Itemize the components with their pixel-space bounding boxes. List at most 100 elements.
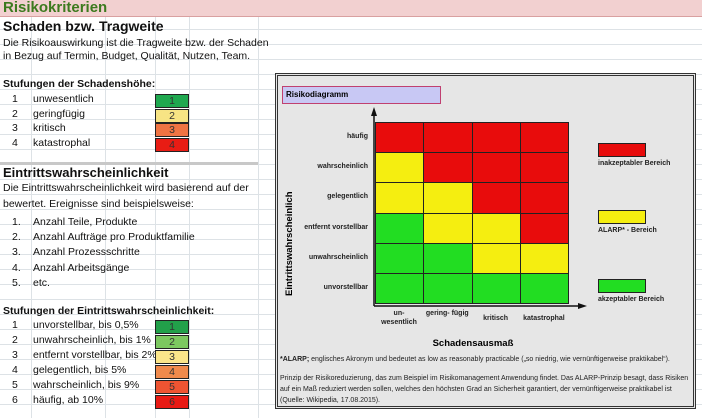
damage-level-label: unwesentlich <box>33 93 94 105</box>
probability-level-label: häufig, ab 10% <box>33 394 104 406</box>
x-axis-arrow-icon <box>578 303 587 309</box>
damage-level-badge: 3 <box>155 123 189 137</box>
risk-diagram-panel: Risikodiagramm Eintrittswahrscheinlich h… <box>275 73 696 409</box>
damage-level-badge: 4 <box>155 137 189 152</box>
row-label: entfernt vorstellbar <box>304 223 368 231</box>
risk-cell <box>471 122 521 154</box>
risk-cell <box>471 212 521 244</box>
risk-cell <box>423 152 473 184</box>
risk-cell <box>519 212 570 244</box>
axes <box>371 107 587 309</box>
risk-cell <box>471 242 521 274</box>
column-label: gering- fügig <box>425 310 469 317</box>
risk-cell <box>519 273 570 305</box>
probability-level-number: 6 <box>12 394 18 406</box>
probability-level-badge: 5 <box>155 380 189 394</box>
legend-swatch <box>598 143 646 157</box>
example-label: Anzahl Teile, Produkte <box>33 216 138 228</box>
column-label: un- wesentlich <box>381 310 417 326</box>
footnote-term: *ALARP; <box>280 356 310 363</box>
probability-level-badge: 6 <box>155 395 189 409</box>
example-label: etc. <box>33 276 50 289</box>
probability-level-label: unvorstellbar, bis 0,5% <box>33 319 139 331</box>
example-number: 1. <box>12 216 21 228</box>
risk-cell <box>519 182 570 214</box>
risk-cell <box>423 182 473 214</box>
damage-level-number: 2 <box>12 107 18 120</box>
risk-cell <box>423 273 473 305</box>
probability-level-label: gelegentlich, bis 5% <box>33 364 127 376</box>
probability-level-label: wahrscheinlich, bis 9% <box>33 379 140 391</box>
row-label: häufig <box>347 133 368 140</box>
legend-label: akzeptabler Bereich <box>598 296 665 303</box>
probability-text-2: bewertet. Ereignisse sind beispielsweise… <box>3 198 194 210</box>
probability-level-number: 3 <box>12 349 18 361</box>
probability-heading: Eintrittswahrscheinlichkeit <box>3 165 169 180</box>
legend-swatch <box>598 279 646 293</box>
risk-cell <box>471 152 521 184</box>
row-label: unwahrscheinlich <box>308 253 368 261</box>
probability-level-number: 5 <box>12 379 18 391</box>
example-number: 2. <box>12 231 21 244</box>
risk-cell <box>519 152 570 184</box>
risk-cell <box>375 182 425 214</box>
column-label: katastrophal <box>523 315 565 322</box>
example-label: Anzahl Arbeitsgänge <box>33 261 130 274</box>
example-label: Anzahl Aufträge pro Produktfamilie <box>33 231 195 244</box>
damage-level-number: 4 <box>12 136 18 149</box>
legend-label: inakzeptabler Bereich <box>598 160 671 167</box>
page-title: Risikokriterien <box>3 0 108 16</box>
risk-cell <box>423 122 473 154</box>
damage-text-1: Die Risikoauswirkung ist die Tragweite b… <box>3 37 269 49</box>
probability-level-label: entfernt vorstellbar, bis 2% <box>33 349 157 361</box>
risk-cell <box>519 242 570 274</box>
risk-cell <box>375 212 425 244</box>
diagram-title: Risikodiagramm <box>282 86 441 104</box>
column-label: kritisch <box>483 315 509 322</box>
section-divider <box>0 162 258 165</box>
damage-level-number: 1 <box>12 93 18 105</box>
legend-label: ALARP* - Bereich <box>598 227 657 234</box>
x-axis-label: Schadensausmaß <box>432 338 514 349</box>
risk-cell <box>471 273 521 305</box>
damage-level-badge: 2 <box>155 108 189 123</box>
probability-level-number: 4 <box>12 364 18 376</box>
example-label: Anzahl Prozessschritte <box>33 246 140 259</box>
probability-level-badge: 4 <box>155 365 189 379</box>
probability-levels-heading: Stufungen der Eintrittswahrscheinlichkei… <box>3 305 215 317</box>
damage-level-number: 3 <box>12 122 18 134</box>
probability-level-badge: 1 <box>155 320 189 334</box>
row-label: wahrscheinlich <box>317 163 368 171</box>
footnote-text: englisches Akronym und bedeutet as low a… <box>309 356 670 363</box>
probability-level-badge: 3 <box>155 350 189 364</box>
risk-cell <box>375 122 425 154</box>
risk-cell <box>375 152 425 184</box>
damage-level-label: katastrophal <box>33 136 91 149</box>
row-label: unvorstellbar <box>323 284 368 291</box>
principle-text: Prinzip der Risikoreduzierung, das zum B… <box>280 375 689 404</box>
probability-level-number: 2 <box>12 334 18 346</box>
risk-cell <box>471 182 521 214</box>
title-bar: Risikokriterien <box>0 0 702 17</box>
damage-text-2: in Bezug auf Termin, Budget, Qualität, N… <box>3 50 251 62</box>
example-number: 3. <box>12 246 21 259</box>
damage-level-label: kritisch <box>33 122 66 134</box>
probability-level-label: unwahrscheinlich, bis 1% <box>33 334 151 346</box>
damage-level-label: geringfügig <box>33 107 85 120</box>
probability-level-number: 1 <box>12 319 18 331</box>
probability-text-1: Die Eintrittswahrscheinlichkeit wird bas… <box>3 182 249 194</box>
risk-cell <box>423 242 473 274</box>
legend-swatch <box>598 210 646 224</box>
risk-cell <box>375 242 425 274</box>
damage-levels-heading: Stufungen der Schadenshöhe: <box>3 78 156 90</box>
y-axis-arrow-icon <box>371 107 377 116</box>
example-number: 4. <box>12 261 21 274</box>
damage-level-badge: 1 <box>155 94 189 108</box>
probability-level-badge: 2 <box>155 335 189 349</box>
row-label: gelegentlich <box>327 193 368 201</box>
risk-cell <box>375 273 425 305</box>
risk-cell <box>423 212 473 244</box>
risk-cell <box>519 122 570 154</box>
example-number: 5. <box>12 276 21 289</box>
damage-heading: Schaden bzw. Tragweite <box>3 18 164 34</box>
